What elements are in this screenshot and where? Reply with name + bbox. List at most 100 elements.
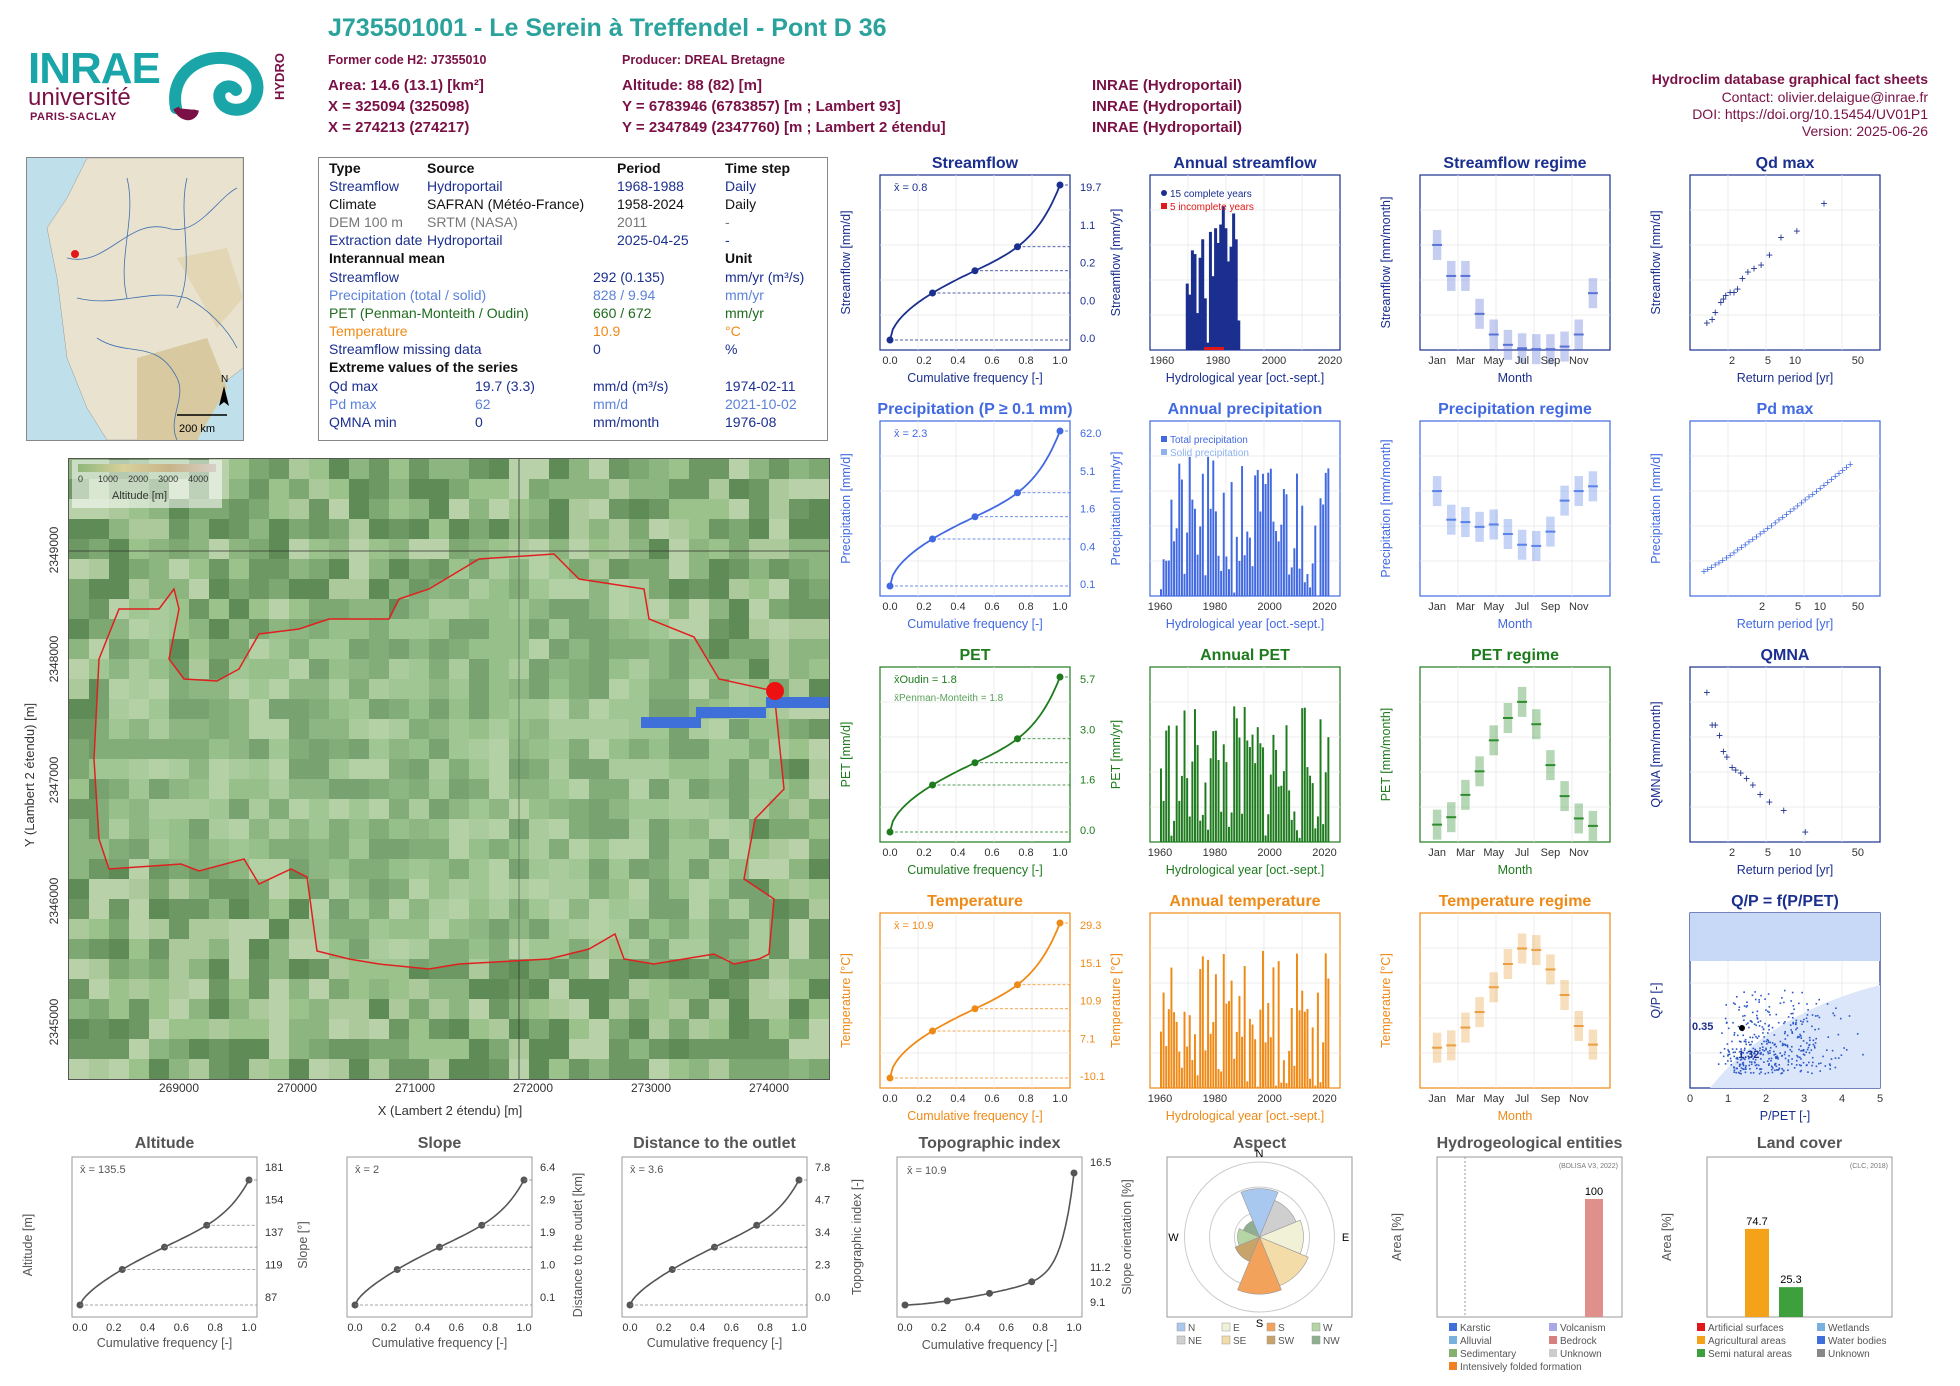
return-point: + — [1813, 486, 1819, 498]
contact[interactable]: Contact: olivier.delaigue@inrae.fr — [1721, 89, 1928, 105]
landcover-legend-swatch — [1817, 1323, 1825, 1331]
terrain-cell — [309, 839, 329, 859]
terrain-cell — [429, 539, 449, 559]
x-tick: 2000 — [1257, 847, 1281, 859]
terrain-cell — [329, 939, 349, 959]
qp-point — [1835, 1007, 1837, 1010]
qp-point — [1761, 1048, 1764, 1051]
right-tick: 2.9 — [540, 1195, 555, 1207]
annual-bar — [1220, 811, 1223, 842]
terrain-cell — [569, 759, 589, 779]
terrain-cell — [689, 679, 709, 699]
qp-point — [1729, 1057, 1732, 1060]
annual-bar — [1256, 727, 1259, 842]
qp-point — [1756, 1010, 1759, 1013]
legend-dot — [1161, 190, 1167, 196]
terrain-cell — [769, 479, 789, 499]
terrain-cell — [309, 579, 329, 599]
qp-point — [1742, 1034, 1744, 1037]
x-tick: 1980 — [1206, 355, 1230, 367]
qp-point — [1782, 1069, 1785, 1072]
x-lambert2: X = 274213 (274217) — [328, 119, 470, 136]
x-tick: 0.0 — [897, 1322, 912, 1334]
mean-label: Temperature — [329, 323, 408, 339]
catchment-map — [68, 458, 830, 1080]
doi[interactable]: DOI: https://doi.org/10.15454/UV01P1 — [1692, 106, 1928, 122]
terrain-cell — [669, 519, 689, 539]
right-tick: 0.1 — [1080, 579, 1095, 591]
terrain-cell — [369, 459, 389, 479]
annual-bar — [1175, 725, 1178, 842]
return-point: + — [1832, 471, 1838, 483]
terrain-cell — [569, 879, 589, 899]
qp-mean-point — [1739, 1025, 1745, 1031]
terrain-cell — [589, 1019, 609, 1039]
qp-point — [1743, 1005, 1746, 1007]
terrain-cell — [609, 839, 629, 859]
terrain-cell — [289, 639, 309, 659]
qp-point — [1840, 1054, 1843, 1057]
qp-point — [1735, 1067, 1738, 1070]
panel-title: Annual PET — [1200, 647, 1290, 664]
right-tick: -10.1 — [1080, 1071, 1105, 1083]
terrain-cell — [629, 459, 649, 479]
terrain-cell — [269, 759, 289, 779]
terrain-cell — [549, 479, 569, 499]
panel-frame — [1689, 174, 1881, 351]
annual-bar — [1225, 1003, 1228, 1088]
annual-bar — [1303, 582, 1306, 596]
annual-bar — [1301, 990, 1304, 1088]
terrain-cell — [189, 779, 209, 799]
qp-point — [1754, 991, 1756, 993]
terrain-cell — [769, 559, 789, 579]
terrain-cell — [629, 1039, 649, 1059]
annual-bar — [1246, 531, 1249, 596]
qp-point — [1795, 1028, 1797, 1031]
qp-point — [1746, 1052, 1748, 1054]
qp-point — [1806, 1048, 1809, 1051]
terrain-cell — [189, 1059, 209, 1079]
map-ylabel: Y (Lambert 2 étendu) [m] — [22, 703, 37, 847]
return-point: + — [1825, 477, 1831, 489]
terrain-cell — [289, 659, 309, 679]
terrain-cell — [269, 659, 289, 679]
qp-point — [1753, 1023, 1756, 1025]
return-point: + — [1768, 520, 1774, 532]
terrain-cell — [269, 1039, 289, 1059]
terrain-cell — [89, 919, 109, 939]
mean-unit: mm/yr (m³/s) — [725, 269, 805, 285]
x-tick: 0.6 — [174, 1322, 189, 1334]
annual-bar — [1196, 554, 1199, 596]
rose-sector — [1237, 1236, 1282, 1295]
qp-point — [1779, 1040, 1782, 1043]
terrain-cell — [89, 879, 109, 899]
return-point: + — [1757, 788, 1764, 802]
terrain-cell — [609, 639, 629, 659]
panel-title: Distance to the outlet — [633, 1135, 796, 1152]
qp-point — [1755, 1035, 1757, 1038]
terrain-cell — [769, 979, 789, 999]
x-tick: 1960 — [1148, 1093, 1172, 1105]
terrain-cell — [249, 899, 269, 919]
extreme-date: 1974-02-11 — [725, 378, 796, 394]
qp-point — [1730, 1060, 1732, 1062]
y-axis-label: Altitude [m] — [21, 1214, 35, 1277]
terrain-cell — [589, 559, 609, 579]
terrain-cell — [729, 559, 749, 579]
annual-bar — [1282, 489, 1285, 596]
terrain-cell — [429, 879, 449, 899]
terrain-cell — [629, 559, 649, 579]
terrain-cell — [409, 739, 429, 759]
terrain-cell — [649, 859, 669, 879]
terrain-cell — [629, 839, 649, 859]
right-tick: 0.0 — [1080, 825, 1095, 837]
terrain-cell — [249, 819, 269, 839]
landcover-legend-swatch — [1697, 1323, 1705, 1331]
month-tick: Nov — [1569, 355, 1589, 367]
terrain-cell — [649, 519, 669, 539]
terrain-cell — [309, 819, 329, 839]
qp-point — [1764, 998, 1766, 1000]
annual-bar — [1217, 1068, 1220, 1088]
terrain-cell — [729, 599, 749, 619]
annual-bar — [1185, 283, 1189, 350]
